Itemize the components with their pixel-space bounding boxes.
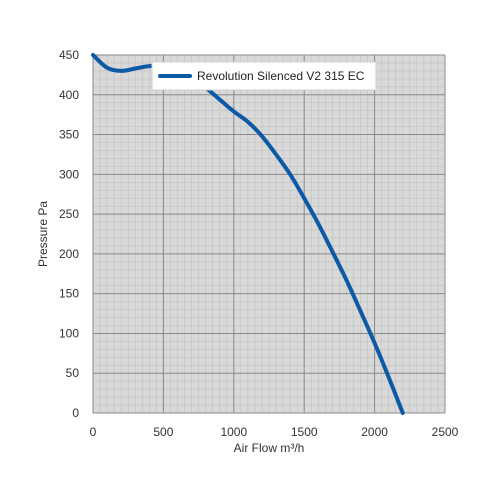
y-tick-label: 350 xyxy=(59,128,79,142)
y-tick-label: 200 xyxy=(59,247,79,261)
y-tick-label: 0 xyxy=(72,406,79,420)
x-axis-ticks: 0 500 1000 1500 2000 2500 xyxy=(90,425,459,439)
y-axis-title: Pressure Pa xyxy=(36,201,50,267)
legend: Revolution Silenced V2 315 EC xyxy=(151,61,377,91)
x-tick-label: 1500 xyxy=(291,425,318,439)
y-tick-label: 150 xyxy=(59,287,79,301)
major-grid xyxy=(92,54,446,414)
series-line xyxy=(91,53,405,415)
x-tick-label: 0 xyxy=(90,425,97,439)
x-tick-label: 500 xyxy=(153,425,173,439)
series-layer xyxy=(91,53,405,415)
x-tick-label: 1000 xyxy=(220,425,247,439)
y-tick-label: 300 xyxy=(59,167,79,181)
legend-label: Revolution Silenced V2 315 EC xyxy=(197,69,365,83)
y-tick-label: 50 xyxy=(66,366,80,380)
y-tick-label: 400 xyxy=(59,88,79,102)
x-tick-label: 2500 xyxy=(432,425,459,439)
x-tick-label: 2000 xyxy=(361,425,388,439)
y-axis-ticks: 0 50 100 150 200 250 300 350 400 450 xyxy=(59,48,79,420)
y-tick-label: 100 xyxy=(59,326,79,340)
y-tick-label: 250 xyxy=(59,207,79,221)
y-tick-label: 450 xyxy=(59,48,79,62)
x-axis-title: Air Flow m³/h xyxy=(234,441,305,455)
